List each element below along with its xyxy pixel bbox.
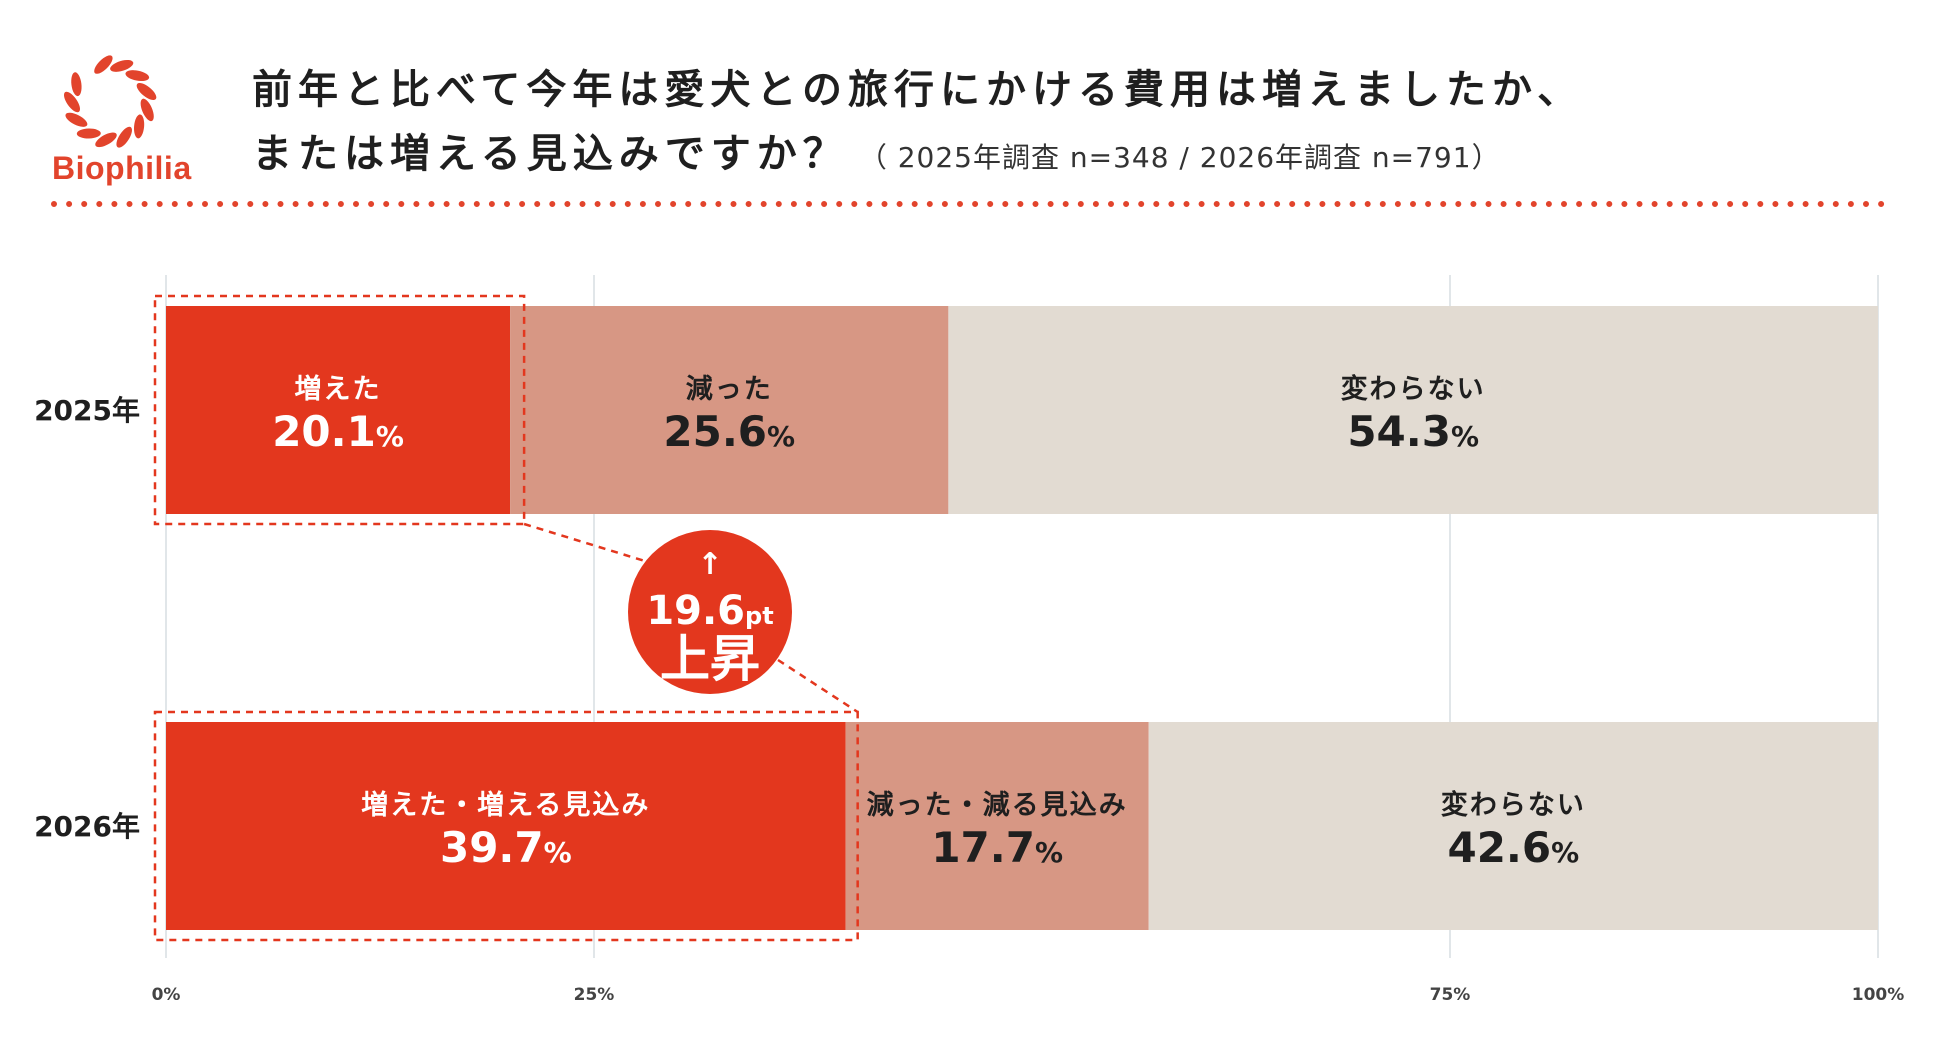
- increase-unit: pt: [745, 602, 774, 630]
- up-arrow-icon: ↑: [697, 547, 722, 582]
- bar-segment: [166, 722, 846, 930]
- wreath-leaf: [136, 83, 157, 100]
- wreath-leaf: [94, 55, 113, 74]
- row-label: 2026年: [34, 810, 140, 843]
- segment-value: 39.7%: [440, 823, 572, 872]
- segment-value-number: 17.7: [931, 823, 1035, 872]
- x-tick-label: 75%: [1430, 985, 1471, 1005]
- bar-segment: [1148, 722, 1878, 930]
- wreath-leaf: [140, 98, 154, 122]
- percent-sign: %: [1551, 836, 1579, 869]
- connector-line-bottom: [777, 658, 859, 714]
- segment-value: 20.1%: [272, 407, 404, 456]
- x-tick-label: 25%: [574, 985, 615, 1005]
- segment-value-number: 39.7: [440, 823, 544, 872]
- increase-text: 上昇: [660, 630, 760, 688]
- increase-value: 19.6pt: [646, 588, 773, 634]
- highlight-box-2026: [153, 710, 859, 942]
- segment-label: 変わらない: [1341, 373, 1486, 405]
- segment-label: 減った・減る見込み: [867, 790, 1128, 821]
- wreath-leaf: [63, 91, 81, 113]
- title-line-2-text: または増える見込みですか？: [252, 131, 849, 177]
- segment-value-number: 42.6: [1447, 823, 1551, 872]
- increase-badge: [628, 530, 792, 694]
- segment-value-number: 20.1: [272, 407, 376, 456]
- laurel-wreath-icon: [63, 55, 157, 148]
- segment-label: 増えた・増える見込み: [361, 789, 650, 821]
- page-title: 前年と比べて今年は愛犬との旅行にかける費用は増えましたか、 または増える見込みで…: [252, 58, 1583, 190]
- wreath-leaf: [65, 112, 88, 127]
- segment-value: 17.7%: [931, 823, 1063, 872]
- segment-label: 変わらない: [1441, 789, 1586, 821]
- segment-label: 減った: [686, 374, 773, 405]
- wreath-leaf: [71, 72, 82, 97]
- percent-sign: %: [544, 836, 572, 869]
- segment-value: 54.3%: [1347, 407, 1479, 456]
- connector-line-top: [523, 522, 649, 564]
- percent-sign: %: [1035, 836, 1063, 869]
- bar-segment: [510, 306, 949, 514]
- wreath-leaf: [76, 128, 101, 139]
- segment-value: 42.6%: [1447, 823, 1579, 872]
- segment-value: 25.6%: [663, 407, 795, 456]
- wreath-leaf: [95, 132, 117, 148]
- percent-sign: %: [1451, 420, 1479, 453]
- increase-number: 19.6: [646, 588, 745, 634]
- title-line-2: または増える見込みですか？ （ 2025年調査 n=348 / 2026年調査 n…: [252, 122, 1583, 190]
- x-tick-label: 100%: [1852, 985, 1905, 1005]
- segment-label: 増えた: [295, 373, 382, 405]
- bar-segment: [845, 722, 1149, 930]
- segment-value-number: 54.3: [1347, 407, 1451, 456]
- brand-logo-text: Biophilia: [52, 150, 192, 186]
- highlight-box-2025: [153, 294, 526, 526]
- bar-segment: [948, 306, 1878, 514]
- percent-sign: %: [767, 420, 795, 453]
- x-tick-label: 0%: [152, 985, 181, 1005]
- sample-size-note: （ 2025年調査 n=348 / 2026年調査 n=791）: [858, 141, 1501, 174]
- bar-segment: [166, 306, 511, 514]
- wreath-leaf: [134, 114, 145, 139]
- wreath-leaf: [125, 70, 150, 82]
- segment-value-number: 25.6: [663, 407, 767, 456]
- title-line-1: 前年と比べて今年は愛犬との旅行にかける費用は増えましたか、: [252, 67, 1584, 113]
- percent-sign: %: [376, 420, 404, 453]
- row-label: 2025年: [34, 394, 140, 427]
- wreath-leaf: [116, 126, 132, 148]
- wreath-leaf: [110, 59, 134, 72]
- dotted-divider: [51, 201, 1899, 207]
